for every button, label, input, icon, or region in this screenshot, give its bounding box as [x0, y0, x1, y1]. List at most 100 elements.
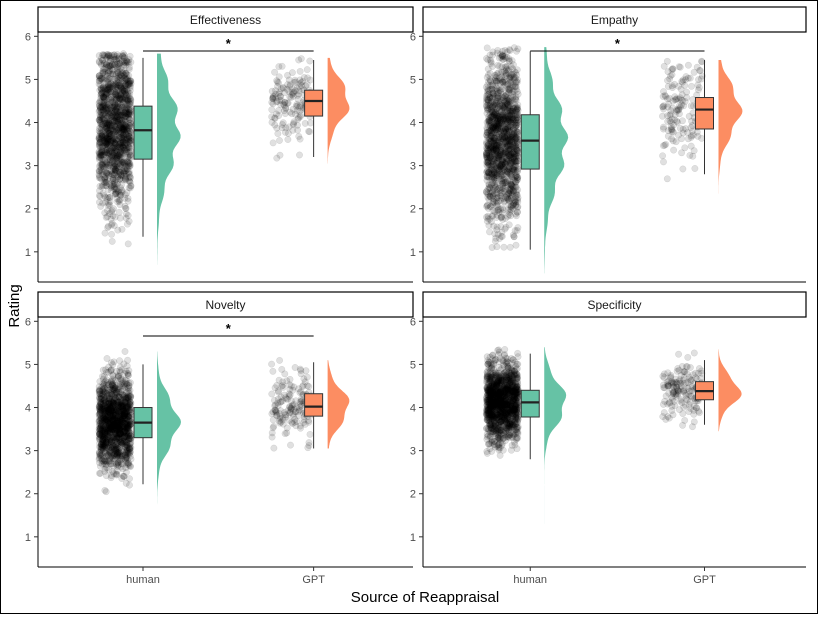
data-point: [484, 74, 490, 80]
data-point: [274, 79, 280, 85]
data-point: [298, 56, 304, 62]
data-point: [499, 178, 505, 184]
y-tick-label: 4: [410, 118, 416, 130]
y-tick-label: 3: [25, 161, 31, 173]
data-point: [488, 132, 494, 138]
data-point: [125, 241, 131, 247]
y-tick-label: 6: [25, 316, 31, 328]
data-point: [501, 105, 507, 111]
data-point: [484, 169, 490, 175]
data-point: [103, 140, 109, 146]
data-point: [285, 136, 291, 142]
data-point: [307, 431, 313, 437]
data-point: [271, 445, 277, 451]
y-tick-label: 4: [410, 403, 416, 415]
data-point: [113, 71, 119, 77]
data-point: [486, 196, 492, 202]
data-point: [496, 155, 502, 161]
data-point: [493, 235, 499, 241]
data-point: [680, 130, 686, 136]
data-point: [119, 440, 125, 446]
data-point: [102, 448, 108, 454]
data-point: [305, 417, 311, 423]
data-point: [287, 409, 293, 415]
data-point: [276, 63, 282, 69]
x-tick-label: GPT: [693, 574, 716, 586]
data-point: [292, 364, 298, 370]
data-point: [680, 166, 686, 172]
data-point: [119, 111, 125, 117]
data-point: [695, 82, 701, 88]
data-point: [298, 396, 304, 402]
jitter-points: [96, 348, 134, 495]
data-point: [485, 66, 491, 72]
data-point: [116, 172, 122, 178]
data-point: [108, 168, 114, 174]
data-point: [290, 387, 296, 393]
data-point: [276, 357, 282, 363]
data-point: [501, 244, 507, 250]
data-point: [274, 155, 280, 161]
data-point: [280, 120, 286, 126]
data-point: [688, 103, 694, 109]
data-point: [96, 420, 102, 426]
data-point: [103, 152, 109, 158]
data-point: [101, 80, 107, 86]
y-tick-label: 6: [410, 316, 416, 328]
data-point: [694, 64, 700, 70]
data-point: [110, 206, 116, 212]
data-point: [100, 367, 106, 373]
data-point: [508, 63, 514, 69]
data-point: [97, 409, 103, 415]
data-point: [488, 100, 494, 106]
data-point: [660, 126, 666, 132]
data-point: [509, 134, 515, 140]
data-point: [483, 145, 489, 151]
data-point: [270, 140, 276, 146]
data-point: [293, 423, 299, 429]
data-point: [304, 66, 310, 72]
data-point: [108, 231, 114, 237]
data-point: [277, 420, 283, 426]
data-point: [502, 226, 508, 232]
data-point: [488, 203, 494, 209]
data-point: [96, 155, 102, 161]
data-point: [125, 461, 131, 467]
data-point: [296, 152, 302, 158]
data-point: [491, 146, 497, 152]
data-point: [110, 178, 116, 184]
data-point: [515, 91, 521, 97]
data-point: [268, 361, 274, 367]
data-point: [127, 440, 133, 446]
data-point: [117, 368, 123, 374]
data-point: [117, 101, 123, 107]
data-point: [484, 218, 490, 224]
data-point: [512, 83, 518, 89]
data-point: [514, 350, 520, 356]
y-tick-label: 4: [25, 403, 31, 415]
data-point: [111, 386, 117, 392]
data-point: [114, 464, 120, 470]
data-point: [102, 194, 108, 200]
data-point: [109, 434, 115, 440]
y-tick-label: 4: [25, 118, 31, 130]
data-point: [698, 135, 704, 141]
data-point: [494, 227, 500, 233]
data-point: [297, 102, 303, 108]
data-point: [669, 129, 675, 135]
data-point: [660, 159, 666, 165]
data-point: [121, 122, 127, 128]
data-point: [122, 195, 128, 201]
data-point: [507, 47, 513, 53]
data-point: [514, 107, 520, 113]
panel-title: Effectiveness: [190, 13, 261, 27]
data-point: [111, 222, 117, 228]
data-point: [306, 442, 312, 448]
data-point: [124, 357, 130, 363]
data-point: [504, 139, 510, 145]
data-point: [688, 134, 694, 140]
data-point: [97, 452, 103, 458]
data-point: [109, 442, 115, 448]
data-point: [117, 148, 123, 154]
